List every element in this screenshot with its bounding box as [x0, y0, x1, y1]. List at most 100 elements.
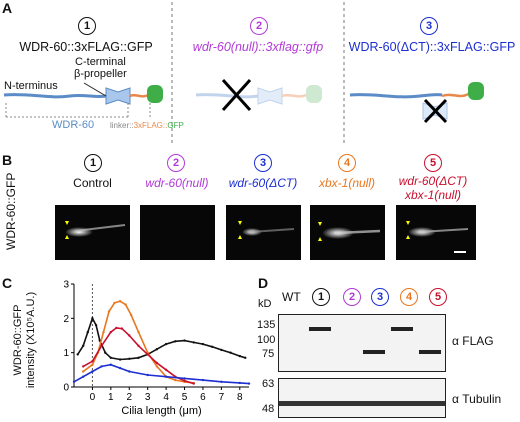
- band-lane1: [309, 327, 331, 331]
- series-point-4: [220, 380, 223, 383]
- series-point-3: [115, 326, 118, 330]
- x-mark-delta-ct: [423, 98, 448, 124]
- x-tick-label: 8: [237, 392, 243, 403]
- series-point-2: [155, 365, 159, 368]
- mw-63: 63: [262, 378, 275, 390]
- x-tick-label: 4: [163, 392, 169, 403]
- protein-null: [195, 85, 322, 105]
- b-col5-line2: xbx-1(null): [404, 188, 461, 202]
- series-point-2: [174, 378, 177, 382]
- b-col5-number: 5: [424, 154, 442, 172]
- tubulin-antibody-label: α Tubulin: [452, 392, 502, 406]
- c-terminal-line2: β-propeller: [74, 68, 127, 80]
- panel-label-c: C: [2, 275, 13, 291]
- construct-1-title: WDR-60::3xFLAG::GFP: [19, 40, 153, 54]
- flag-text: 3xFLAG::: [133, 121, 168, 130]
- series-point-1: [109, 356, 113, 359]
- b-col2-label: wdr-60(null): [145, 176, 209, 190]
- series-point-1: [118, 358, 122, 361]
- series-point-2: [107, 310, 111, 313]
- series-point-1: [211, 345, 214, 348]
- micrograph-xbx1-null: [310, 205, 385, 260]
- y-tick-label: 1: [63, 348, 69, 359]
- lane-1-number: 1: [312, 288, 330, 306]
- micrograph-wdr60-delta-ct: [226, 205, 301, 260]
- series-point-3: [183, 379, 186, 382]
- intensity-line-chart: 0 1 2 3 4 5 6 7 8 0 1 2 3 Cilia length (μm): [63, 280, 251, 417]
- chart-ylabel-line1: WDR-60::GFP: [12, 304, 24, 376]
- series-point-4: [91, 370, 94, 373]
- blot-tubulin: [278, 378, 446, 418]
- series-point-3: [146, 353, 149, 356]
- series-point-1: [183, 339, 186, 342]
- b-col5-label: wdr-60(ΔCT) xbx-1(null): [392, 174, 474, 202]
- micrograph-double-mutant: [396, 205, 476, 260]
- series-point-1: [192, 341, 195, 344]
- chart-ylabel: WDR-60::GFP intensity (X10⁵A.U.): [12, 285, 38, 395]
- series-point-3: [137, 344, 140, 347]
- c-terminal-line1: C-terminal: [75, 56, 126, 68]
- series-point-4: [100, 365, 103, 368]
- construct-2-number: 2: [250, 17, 268, 35]
- y-tick-label: 3: [63, 280, 69, 291]
- series-point-3: [192, 382, 195, 385]
- gfp-text: GFP: [167, 121, 184, 130]
- series-point-3: [164, 368, 168, 371]
- band-lane3: [363, 350, 385, 354]
- series-point-3: [82, 365, 85, 368]
- series-point-1: [91, 317, 94, 320]
- chart-ylabel-line2: intensity (X10⁵A.U.): [25, 291, 37, 389]
- linker-text: linker::: [110, 121, 134, 130]
- x-tick-label: 0: [90, 392, 96, 403]
- b-col4-label: xbx-1(null): [318, 176, 375, 190]
- series-point-2: [124, 303, 127, 306]
- construct-2-title: wdr-60(null)::3xflag::gfp: [192, 40, 324, 54]
- series-point-4: [201, 378, 205, 382]
- c-terminal-label: C-terminal β-propeller: [74, 56, 127, 80]
- series-point-3: [120, 327, 124, 330]
- mw-135: 135: [257, 319, 276, 331]
- series-line-2: [82, 300, 194, 384]
- series-point-1: [94, 324, 98, 327]
- construct-1-number: 1: [78, 17, 96, 35]
- series-point-4: [118, 366, 122, 370]
- x-tick-label: 2: [126, 392, 132, 403]
- x-mark-null: [221, 78, 252, 112]
- tubulin-band: [279, 401, 445, 406]
- panel-label-a: A: [2, 0, 13, 16]
- lane-4-number: 4: [400, 288, 418, 306]
- series-point-1: [164, 342, 168, 346]
- series-point-1: [86, 330, 89, 334]
- series-point-2: [91, 363, 94, 366]
- series-point-3: [100, 344, 103, 347]
- b-col4-number: 4: [338, 154, 356, 172]
- y-tick-label: 0: [63, 383, 69, 394]
- series-point-2: [82, 370, 85, 373]
- series-point-3: [109, 330, 113, 334]
- b-col2-number: 2: [167, 154, 185, 172]
- panel-b-ylabel: WDR-60::GFP: [4, 172, 18, 250]
- series-line-4: [73, 363, 250, 385]
- protein-full-length: [3, 82, 163, 118]
- series-line-1: [77, 316, 246, 361]
- series-point-1: [76, 353, 79, 356]
- series-point-4: [183, 377, 186, 380]
- series-point-1: [229, 351, 232, 354]
- panel-label-d: D: [258, 275, 269, 291]
- series-point-4: [128, 370, 131, 373]
- mw-100: 100: [257, 334, 276, 346]
- x-tick-label: 5: [182, 392, 188, 403]
- n-terminus-label: N-terminus: [4, 80, 58, 92]
- series-point-1: [128, 357, 131, 360]
- lane-2-number: 2: [343, 288, 361, 306]
- series-point-1: [174, 340, 177, 343]
- series-point-1: [104, 351, 107, 354]
- b-col3-number: 3: [254, 154, 272, 172]
- x-tick-label: 7: [219, 392, 225, 403]
- b-col1-label: Control: [73, 176, 112, 190]
- lane-3-number: 3: [371, 288, 389, 306]
- series-point-4: [247, 382, 251, 385]
- series-point-2: [113, 301, 116, 305]
- series-point-4: [164, 375, 168, 378]
- series-point-1: [220, 348, 223, 352]
